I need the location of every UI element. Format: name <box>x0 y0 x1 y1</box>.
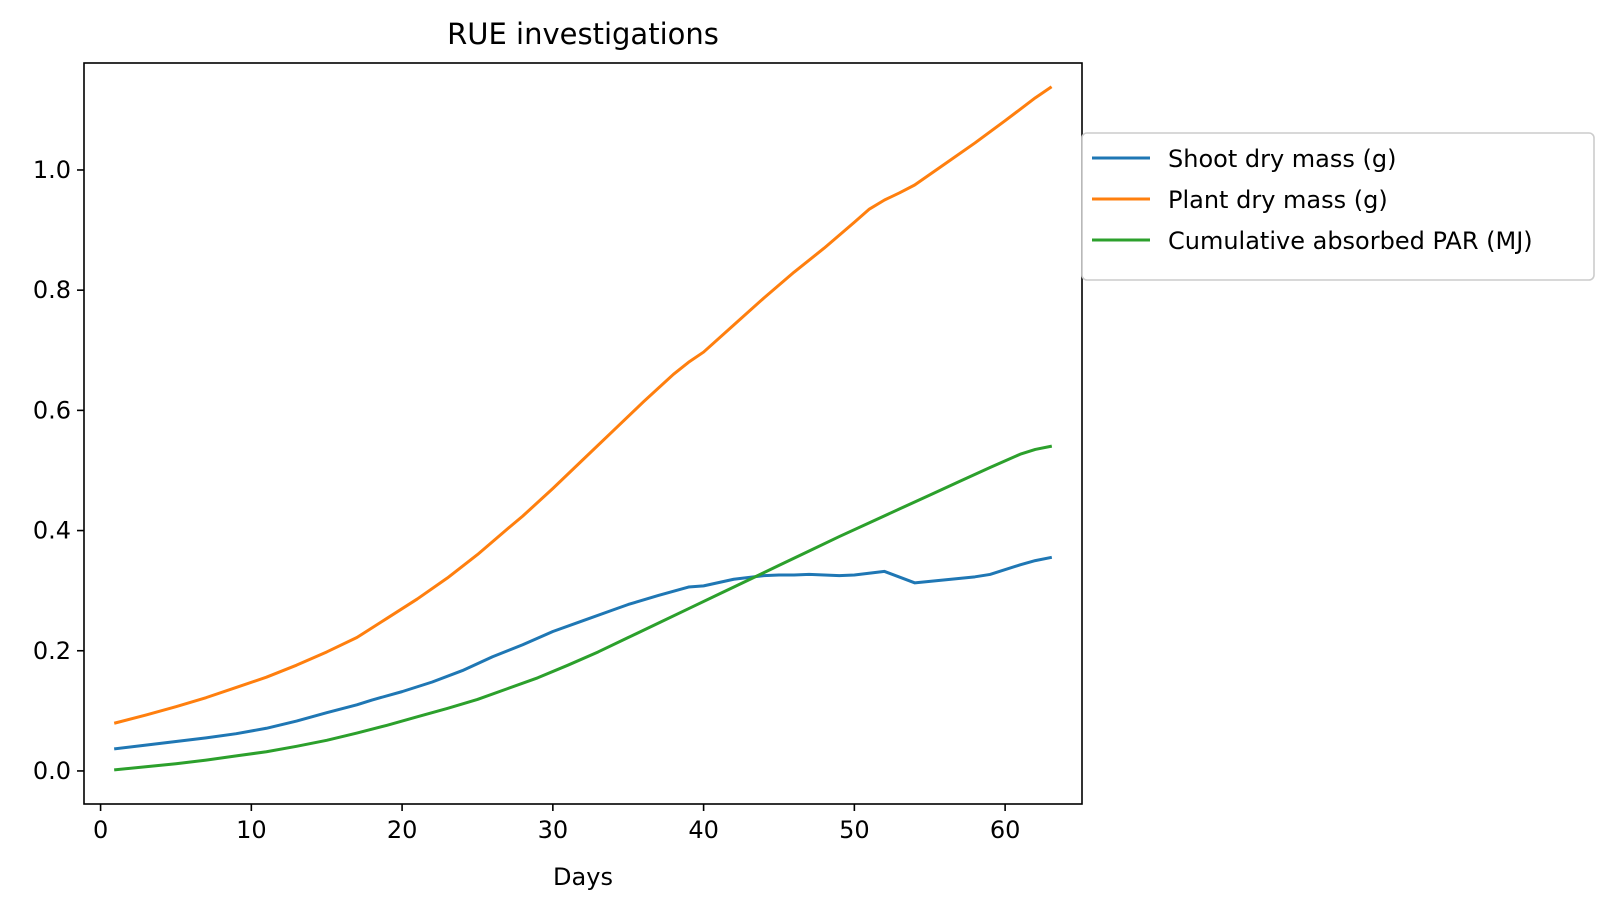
x-tick-label: 50 <box>839 816 870 844</box>
series-line-3 <box>114 444 1053 772</box>
plot-frame <box>83 62 1083 805</box>
x-tick-label: 10 <box>236 816 267 844</box>
x-axis: 0 10 20 30 40 50 60 <box>93 804 1020 844</box>
plot-area <box>83 62 1083 805</box>
y-tick-label: 0.0 <box>33 757 71 785</box>
series-line-2 <box>113 85 1053 725</box>
x-tick-label: 20 <box>387 816 418 844</box>
y-axis: 0.0 0.2 0.4 0.6 0.8 1.0 <box>33 156 84 785</box>
x-axis-label: Days <box>553 863 613 891</box>
y-tick-label: 1.0 <box>33 156 71 184</box>
y-tick-label: 0.8 <box>33 276 71 304</box>
x-tick-label: 60 <box>990 816 1021 844</box>
y-tick-label: 0.4 <box>33 517 71 545</box>
x-tick-label: 40 <box>688 816 719 844</box>
chart-title: RUE investigations <box>447 17 719 51</box>
y-tick-label: 0.6 <box>33 396 71 424</box>
legend: Shoot dry mass (g) Plant dry mass (g) Cumu… <box>1081 132 1595 281</box>
legend-box <box>1081 132 1595 281</box>
legend-label-3: Cumulative absorbed PAR (MJ) <box>1168 227 1533 255</box>
legend-label-1: Shoot dry mass (g) <box>1168 145 1396 173</box>
y-tick-label: 0.2 <box>33 637 71 665</box>
legend-label-2: Plant dry mass (g) <box>1168 186 1388 214</box>
series-line-1 <box>113 555 1053 751</box>
x-tick-label: 30 <box>538 816 569 844</box>
x-tick-label: 0 <box>93 816 108 844</box>
